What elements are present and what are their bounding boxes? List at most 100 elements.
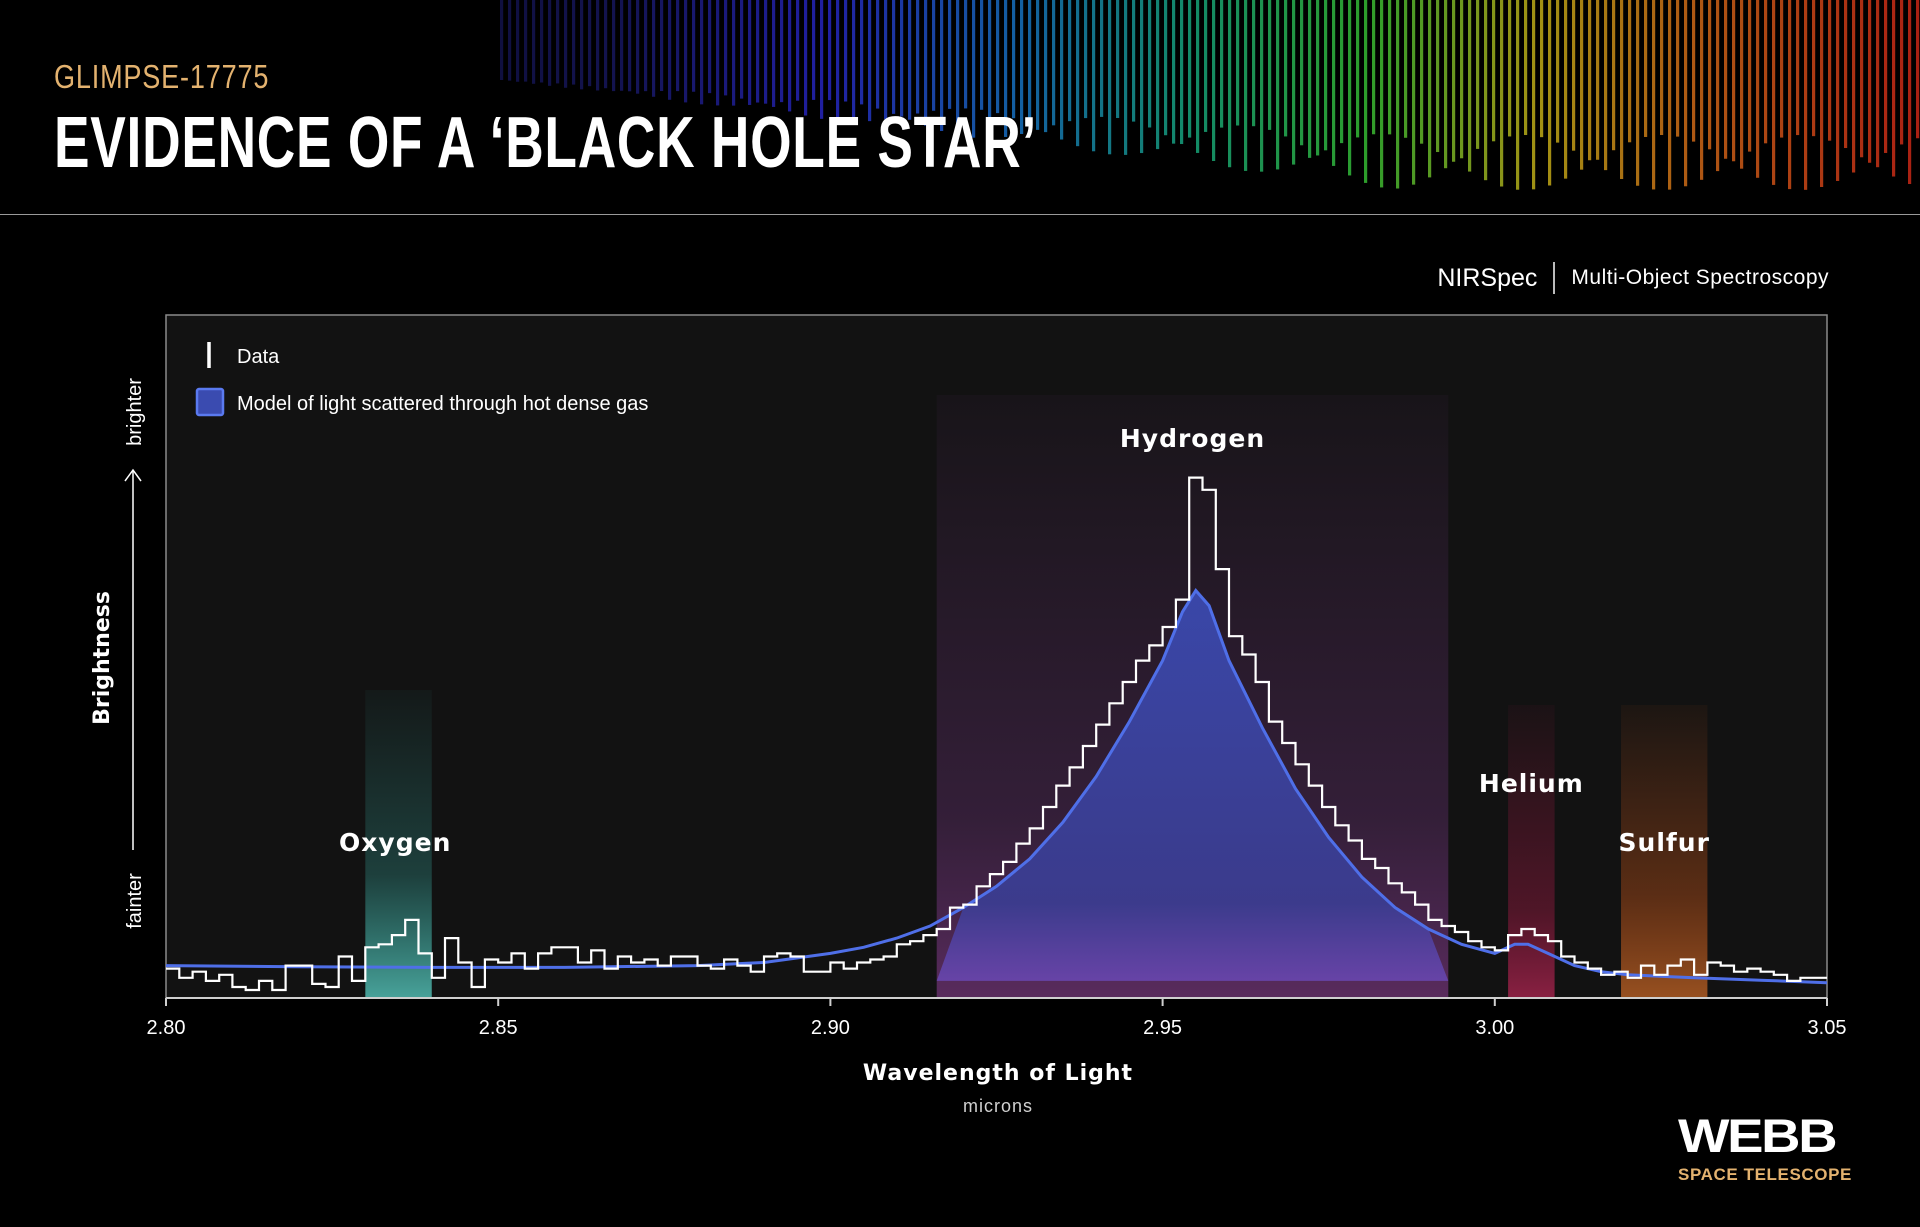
spectrum-stripe	[724, 0, 728, 96]
spectrum-stripe	[1852, 0, 1856, 173]
x-tick-label: 3.00	[1475, 1017, 1514, 1039]
spectrum-stripe	[1420, 0, 1424, 144]
spectrum-stripe	[1084, 0, 1088, 119]
spectrum-stripe	[940, 0, 944, 132]
spectrum-stripe	[1388, 0, 1392, 135]
spectrum-stripe	[1100, 0, 1104, 117]
x-tick-label: 2.90	[811, 1017, 850, 1039]
spectrum-stripe	[1476, 0, 1480, 149]
spectrum-stripe	[964, 0, 968, 109]
spectrum-stripe	[532, 0, 536, 84]
spectrum-stripe	[1236, 0, 1240, 126]
spectrum-stripe	[860, 0, 864, 105]
spectrum-stripe	[1660, 0, 1664, 136]
spectrum-stripe	[1628, 0, 1632, 143]
spectrum-stripe	[916, 0, 920, 114]
legend-model-label: Model of light scattered through hot den…	[237, 393, 648, 415]
spectrum-stripe	[1252, 0, 1256, 127]
spectrum-stripe	[1900, 0, 1904, 145]
band-helium	[1508, 705, 1555, 998]
annotation-sulfur: Sulfur	[1619, 828, 1710, 857]
band-sulfur	[1621, 705, 1708, 998]
spectrum-stripe	[828, 0, 832, 101]
spectrum-stripe	[1380, 0, 1384, 188]
spectrum-stripe	[1764, 0, 1768, 144]
spectrum-stripe	[652, 0, 656, 97]
spectrum-stripe	[1012, 0, 1016, 119]
spectrum-stripe	[1556, 0, 1560, 143]
spectrum-stripe	[836, 0, 840, 121]
spectrum-stripe	[1812, 0, 1816, 137]
spectrum-stripe	[1452, 0, 1456, 162]
spectrum-stripe	[852, 0, 856, 122]
spectrum-stripe	[540, 0, 544, 83]
spectrum-stripe	[1772, 0, 1776, 185]
spectrum-stripe	[1860, 0, 1864, 158]
spectrum-stripe	[1396, 0, 1400, 189]
spectrum-stripe	[1868, 0, 1872, 163]
spectrum-stripe	[1372, 0, 1376, 135]
spectrum-stripe	[1492, 0, 1496, 142]
spectrum-stripe	[1588, 0, 1592, 161]
spectrum-stripe	[1180, 0, 1184, 145]
spectrum-stripe	[1220, 0, 1224, 128]
spectrum-stripe	[892, 0, 896, 114]
spectrum-stripe	[980, 0, 984, 110]
spectrum-stripe	[1132, 0, 1136, 122]
spectrum-stripe	[1068, 0, 1072, 122]
y-axis-high-label: brighter	[124, 378, 146, 446]
legend-model-swatch	[195, 387, 225, 417]
spectrum-stripe	[1092, 0, 1096, 152]
spectrum-stripe	[564, 0, 568, 88]
spectrum-stripe	[1212, 0, 1216, 161]
spectrum-stripe	[1684, 0, 1688, 187]
spectrum-stripe	[1604, 0, 1608, 171]
spectrum-stripe	[716, 0, 720, 106]
spectrum-stripe	[588, 0, 592, 87]
spectrum-stripe	[788, 0, 792, 112]
spectrum-stripe	[1020, 0, 1024, 134]
spectrum-stripe	[1172, 0, 1176, 144]
spectrum-stripe	[644, 0, 648, 92]
spectrum-stripe	[524, 0, 528, 82]
spectrum-stripe	[1676, 0, 1680, 137]
spectrum-stripe	[1804, 0, 1808, 190]
model-fill-area	[936, 590, 1449, 981]
spectrum-stripe	[1276, 0, 1280, 170]
spectrum-stripe	[692, 0, 696, 92]
instrument-divider	[1553, 262, 1556, 294]
model-series-line	[165, 587, 1828, 985]
spectrum-stripe	[620, 0, 624, 91]
y-axis-low-label: fainter	[124, 873, 146, 929]
spectrum-stripe	[1692, 0, 1696, 142]
spectrum-stripe	[1268, 0, 1272, 130]
spectrum-stripe	[1908, 0, 1912, 185]
spectrum-stripe	[1428, 0, 1432, 178]
spectrum-stripe	[1580, 0, 1584, 170]
spectrum-stripe	[1204, 0, 1208, 132]
spectrum-stripe	[748, 0, 752, 105]
spectrum-stripe	[812, 0, 816, 100]
spectrum-stripe	[580, 0, 584, 90]
spectrum-stripe	[1532, 0, 1536, 190]
spectrum-stripe	[668, 0, 672, 100]
spectrum-stripe	[1076, 0, 1080, 147]
spectrum-stripe	[1348, 0, 1352, 176]
page-subtitle: GLIMPSE-17775	[54, 58, 270, 95]
spectrum-stripe	[1340, 0, 1344, 144]
spectrum-stripe	[1036, 0, 1040, 130]
spectrum-stripe	[1540, 0, 1544, 138]
spectrum-stripes-decoration	[500, 0, 1920, 190]
spectrum-stripe	[628, 0, 632, 92]
spectrum-stripe	[1156, 0, 1160, 150]
spectrum-stripe	[1460, 0, 1464, 159]
spectrum-stripe	[1644, 0, 1648, 137]
spectrum-stripe	[1364, 0, 1368, 183]
spectrum-stripe	[1188, 0, 1192, 138]
spectrum-stripe	[500, 0, 504, 80]
spectrum-stripe	[660, 0, 664, 92]
spectrum-stripe	[972, 0, 976, 138]
instrument-name: NIRSpec	[1437, 263, 1538, 292]
annotation-hydrogen: Hydrogen	[1120, 424, 1265, 453]
